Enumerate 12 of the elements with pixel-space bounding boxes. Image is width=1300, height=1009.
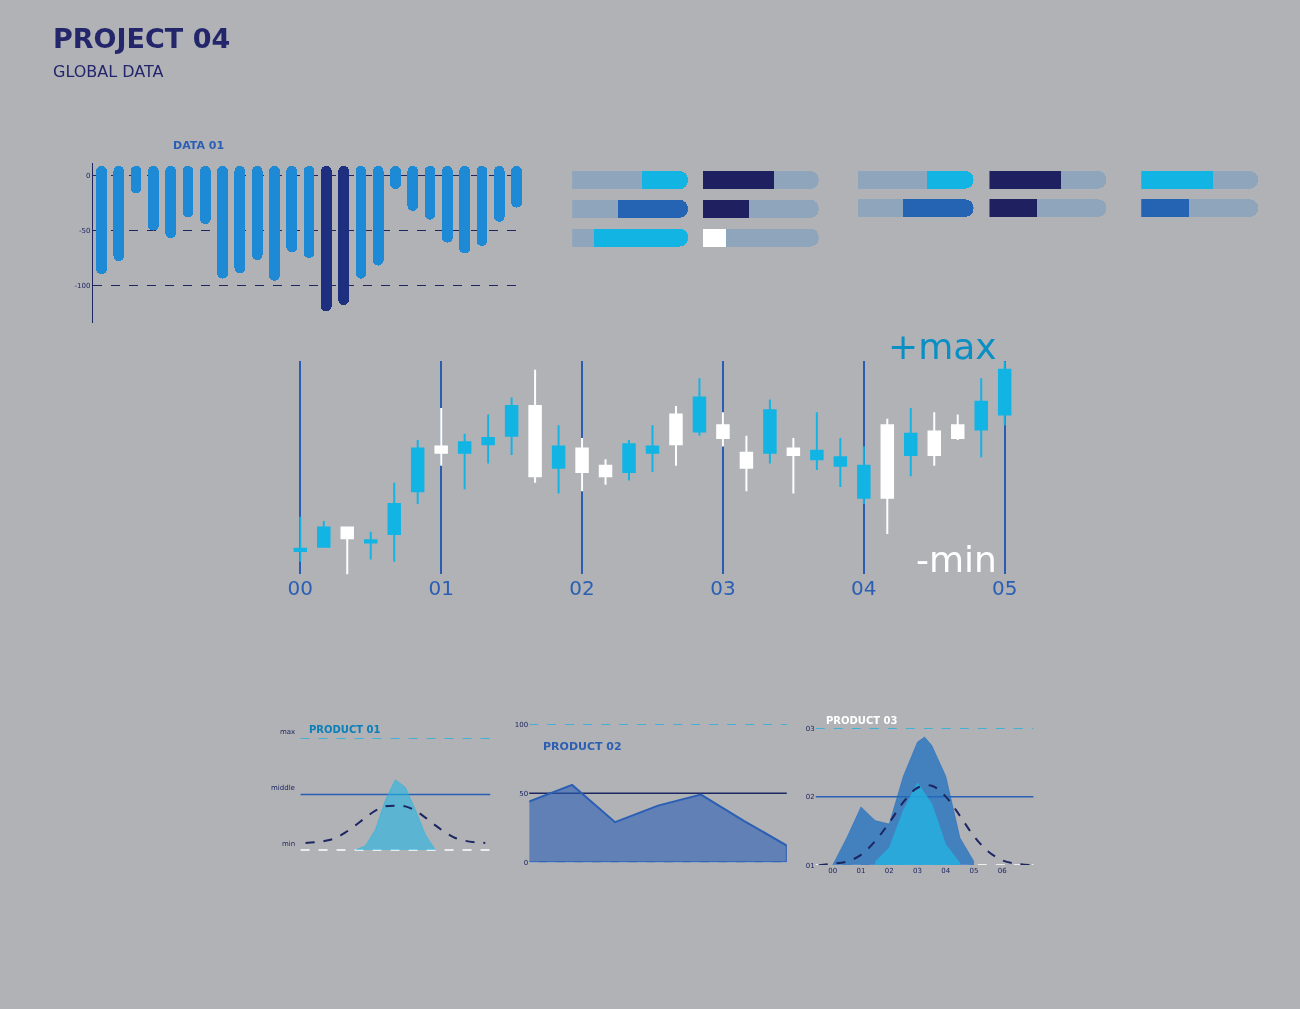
- x-tick-label: 03: [710, 576, 736, 601]
- chart-title: DATA 01: [173, 139, 225, 152]
- text: PROJECT 04: [53, 23, 231, 54]
- x-tick-label: 02: [569, 576, 595, 601]
- chart-title: PRODUCT 01: [309, 724, 381, 735]
- x-tick-label: 04: [851, 576, 877, 601]
- annotation: +max: [888, 326, 997, 367]
- chart-title: PRODUCT 03: [826, 715, 898, 726]
- x-tick-label: 01: [428, 576, 454, 601]
- text: GLOBAL DATA: [53, 62, 164, 81]
- x-tick-label: 00: [287, 576, 314, 601]
- text: PRODUCT 02: [543, 740, 622, 753]
